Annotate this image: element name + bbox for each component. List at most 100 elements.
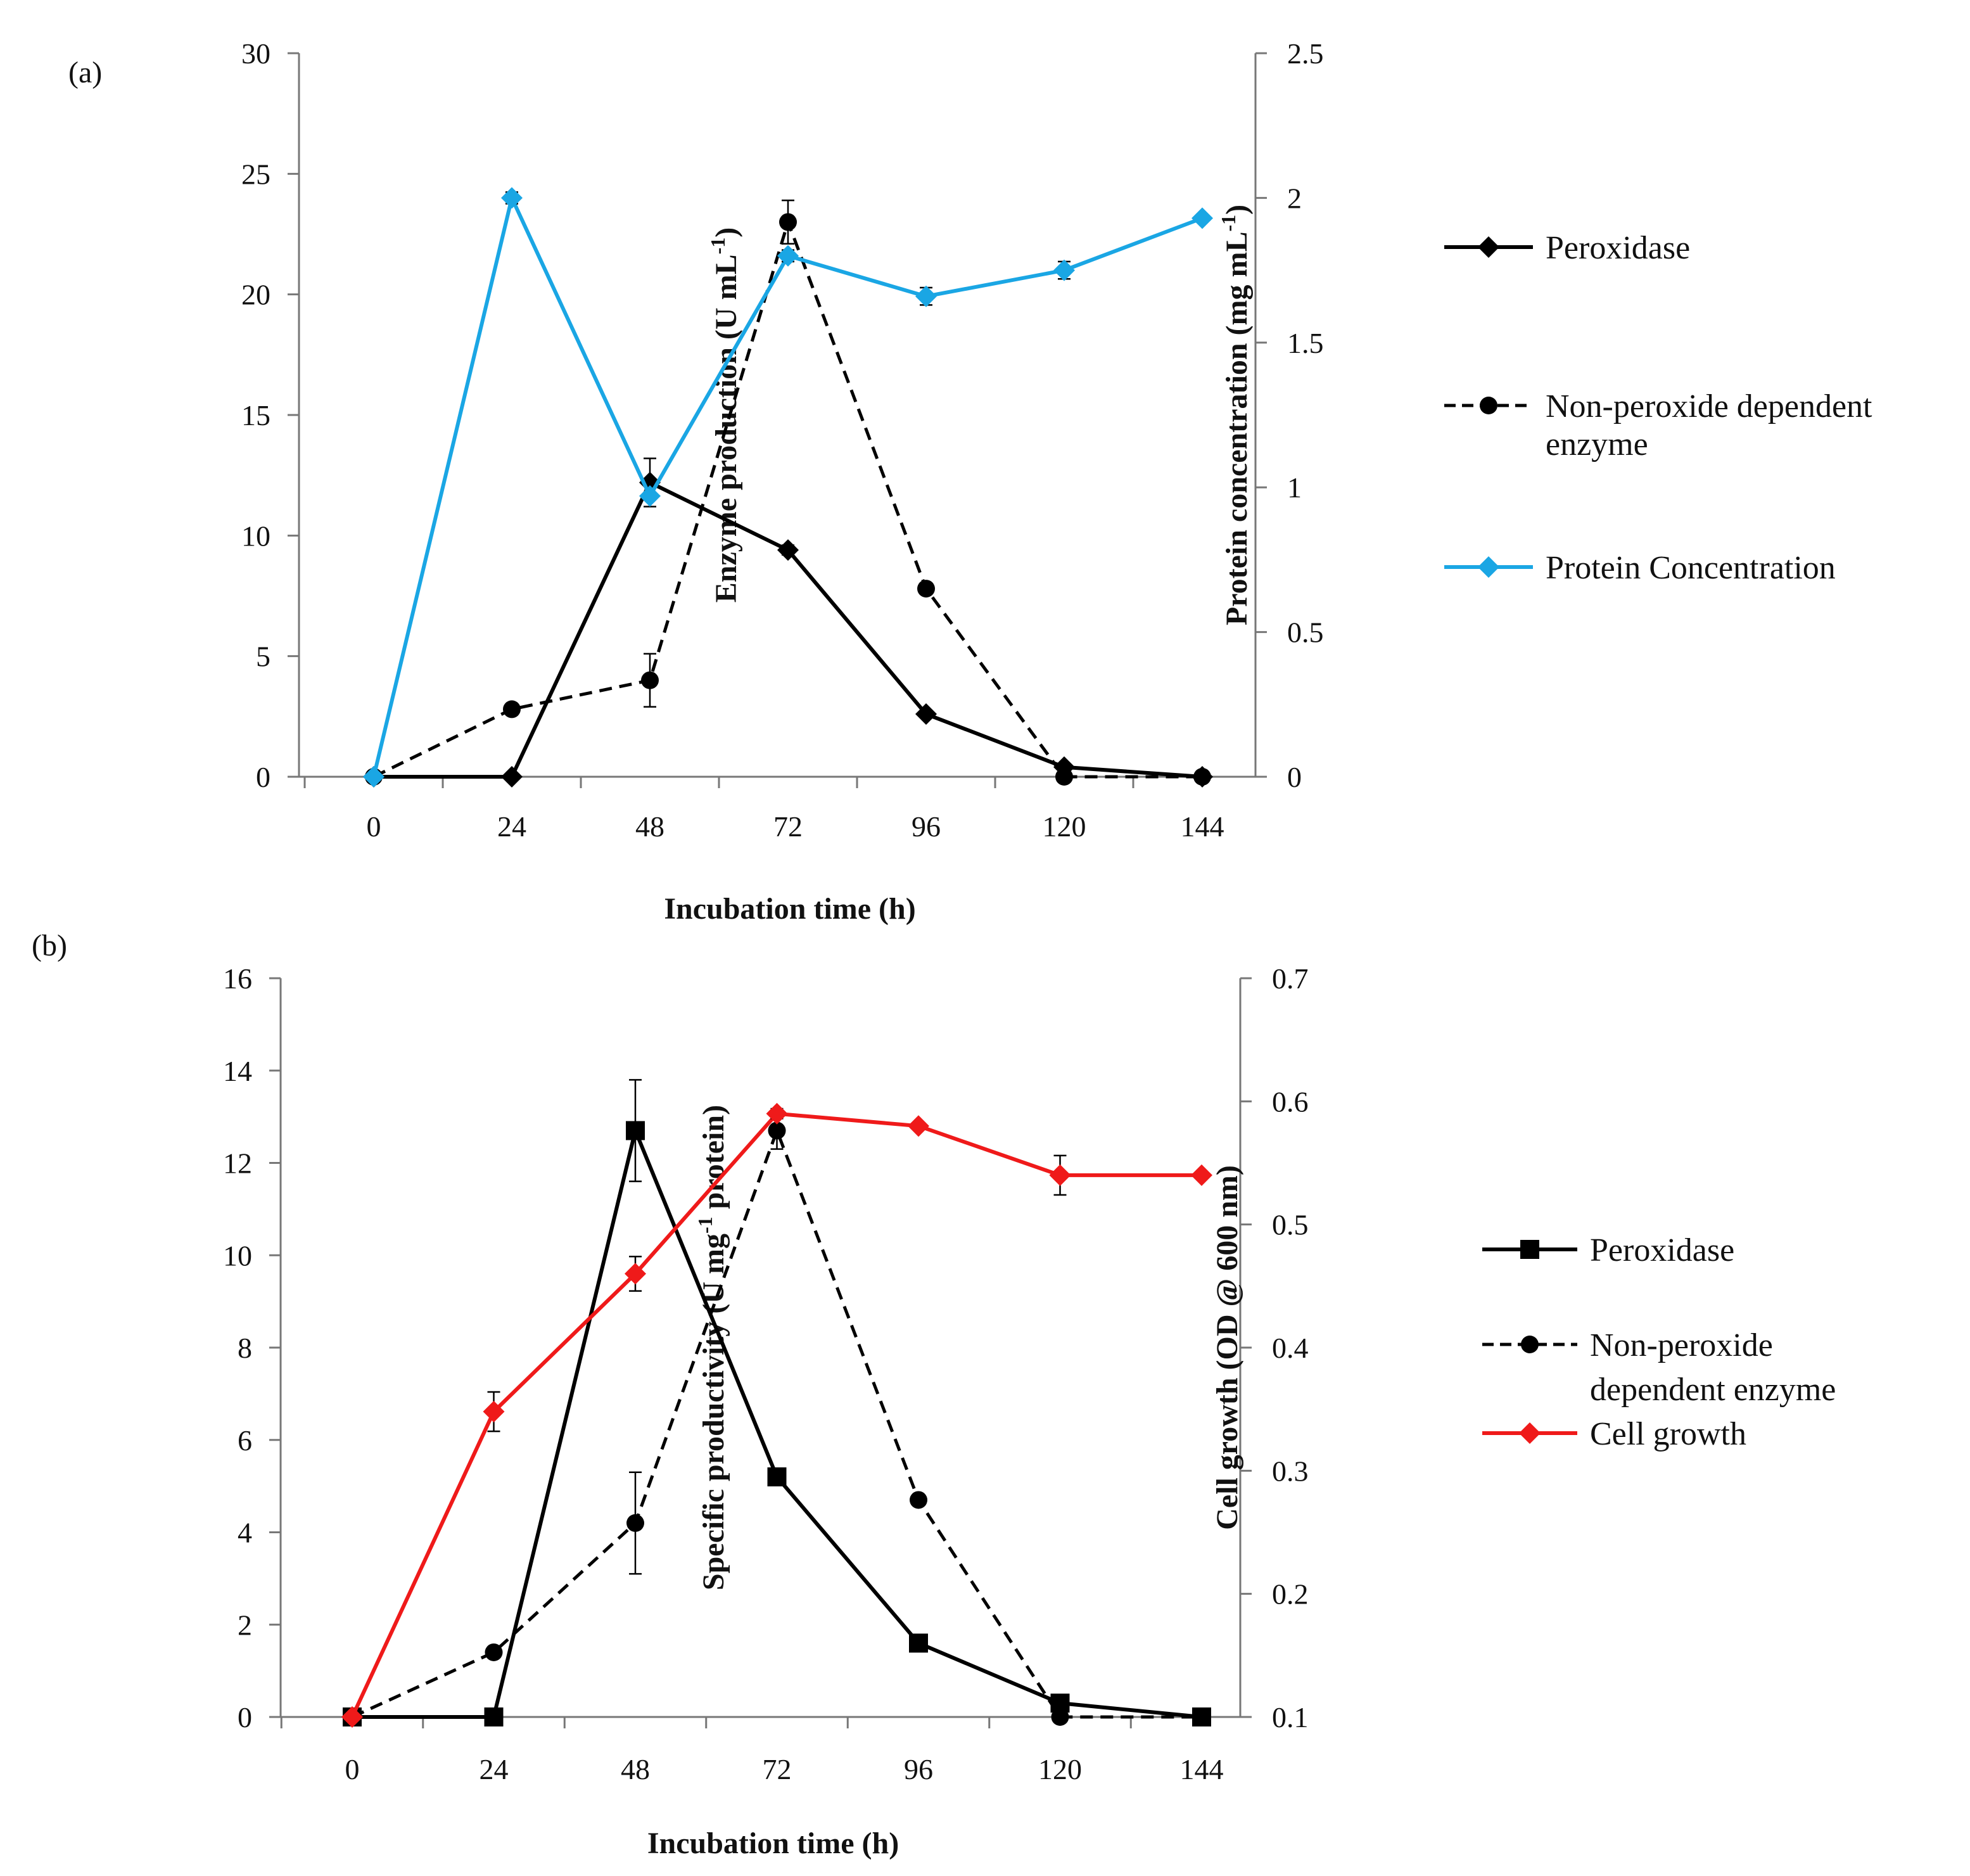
legend-entry-protein-concentration: Protein Concentration: [1444, 550, 1836, 586]
right-y-axis-title: Cell growth (OD @ 600 nm): [1211, 1165, 1244, 1530]
panel-label: (a): [68, 56, 102, 89]
x-tick-label: 24: [497, 810, 526, 843]
data-point-peroxidase: [501, 766, 523, 788]
data-point-non-peroxide-dependent-enzyme: [910, 1491, 927, 1509]
right-y-axis-title-superscript: -1: [1217, 215, 1240, 232]
data-point-peroxidase: [909, 1633, 928, 1653]
data-point-protein-concentration: [639, 485, 661, 507]
series-line-non-peroxide-dependent-enzyme: [351, 1128, 1202, 1719]
data-point-peroxidase: [915, 703, 937, 725]
x-tick-label: 72: [773, 810, 803, 843]
data-point-cell-growth: [341, 1706, 363, 1728]
left-y-tick-label: 4: [238, 1517, 252, 1549]
series-line-protein-concentration: [372, 196, 1204, 777]
data-point-peroxidase: [777, 539, 799, 561]
left-y-tick-label: 15: [241, 399, 270, 431]
x-tick-label: 72: [763, 1753, 792, 1785]
data-point-cell-growth: [483, 1401, 505, 1423]
x-tick-label: 144: [1180, 1753, 1224, 1785]
data-point-cell-growth: [1191, 1164, 1212, 1186]
data-point-protein-concentration: [501, 187, 523, 209]
right-y-tick-label: 1.5: [1287, 327, 1324, 359]
legend-entry-non-peroxide-dependent-enzyme: Non-peroxide dependent enzyme: [1482, 1327, 1836, 1408]
left-y-tick-label: 0: [256, 761, 270, 793]
x-axis-title: Incubation time (h): [664, 892, 915, 926]
data-point-peroxidase: [484, 1707, 504, 1726]
legend-swatch-marker: [1520, 1240, 1539, 1259]
left-y-tick-label: 2: [238, 1609, 252, 1641]
right-y-tick-label: 0.6: [1272, 1085, 1309, 1118]
data-point-non-peroxide-dependent-enzyme: [1193, 1708, 1211, 1726]
legend-label: Protein Concentration: [1546, 550, 1836, 586]
right-y-axis-title-text: Cell growth (OD @ 600 nm): [1211, 1165, 1244, 1530]
x-tick-label: 96: [912, 810, 941, 843]
data-point-non-peroxide-dependent-enzyme: [1055, 768, 1073, 786]
legend-swatch-marker: [1521, 1336, 1539, 1353]
series-line-cell-growth: [350, 1111, 1202, 1718]
left-y-tick-label: 25: [241, 158, 270, 190]
series-line-peroxidase: [374, 480, 1203, 779]
legend-label: Peroxidase: [1546, 230, 1690, 266]
data-point-peroxidase: [767, 1467, 787, 1487]
legend-swatch-marker: [1478, 236, 1499, 258]
left-y-tick-label: 10: [223, 1239, 252, 1272]
data-point-non-peroxide-dependent-enzyme: [779, 213, 797, 231]
right-y-tick-label: 0.5: [1272, 1209, 1309, 1241]
data-point-protein-concentration: [777, 245, 799, 267]
legend-swatch-marker: [1478, 556, 1499, 578]
left-y-tick-label: 0: [238, 1701, 252, 1733]
legend-label: dependent enzyme: [1590, 1372, 1836, 1408]
data-point-non-peroxide-dependent-enzyme: [626, 1514, 644, 1532]
legend-label: Cell growth: [1590, 1416, 1746, 1452]
x-tick-label: 0: [345, 1753, 360, 1785]
left-y-axis-title-superscript: -1: [694, 1216, 716, 1234]
x-tick-label: 48: [621, 1753, 650, 1785]
right-y-tick-label: 0.7: [1272, 962, 1309, 995]
right-y-axis-title-text: Protein concentration (mg mL: [1220, 231, 1254, 625]
x-tick-label: 144: [1181, 810, 1224, 843]
data-point-non-peroxide-dependent-enzyme: [641, 671, 659, 689]
legend-label: Non-peroxide: [1590, 1327, 1773, 1363]
x-tick-label: 96: [904, 1753, 933, 1785]
left-y-axis-title-text-end: ): [709, 227, 743, 238]
series-non-peroxide-dependent-enzyme: [365, 199, 1211, 786]
right-y-tick-label: 2: [1287, 182, 1302, 214]
left-y-tick-label: 10: [241, 520, 270, 552]
legend-entry-peroxidase: Peroxidase: [1482, 1232, 1734, 1268]
left-y-tick-label: 8: [238, 1332, 252, 1364]
x-tick-label: 24: [480, 1753, 509, 1785]
legend-entry-cell-growth: Cell growth: [1482, 1416, 1746, 1452]
x-tick-label: 0: [367, 810, 381, 843]
data-point-non-peroxide-dependent-enzyme: [1193, 768, 1211, 786]
legend-label: Peroxidase: [1590, 1232, 1734, 1268]
x-axis-title: Incubation time (h): [647, 1827, 899, 1860]
right-y-tick-label: 1: [1287, 471, 1302, 504]
x-tick-label: 120: [1038, 1753, 1082, 1785]
right-y-tick-label: 0: [1287, 761, 1302, 793]
data-point-cell-growth: [625, 1263, 646, 1285]
legend-entry-peroxidase: Peroxidase: [1444, 230, 1690, 266]
left-y-tick-label: 12: [223, 1147, 252, 1180]
legend-swatch-marker: [1519, 1422, 1541, 1444]
series-line-non-peroxide-dependent-enzyme: [372, 220, 1202, 779]
series-line-peroxidase: [352, 1128, 1202, 1719]
data-point-non-peroxide-dependent-enzyme: [768, 1121, 786, 1140]
x-tick-label: 48: [635, 810, 664, 843]
data-point-non-peroxide-dependent-enzyme: [917, 580, 935, 598]
x-tick-label: 120: [1043, 810, 1086, 843]
legend-label: enzyme: [1546, 426, 1648, 463]
left-y-axis-title-text: Specific productivity (U mg: [697, 1234, 730, 1590]
data-point-cell-growth: [766, 1102, 788, 1125]
right-y-tick-label: 0.4: [1272, 1332, 1309, 1364]
right-y-tick-label: 2.5: [1287, 37, 1324, 70]
left-y-tick-label: 14: [223, 1055, 252, 1087]
right-y-tick-label: 0.1: [1272, 1701, 1309, 1733]
left-y-tick-label: 5: [256, 641, 270, 673]
legend-label: Non-peroxide dependent: [1546, 388, 1872, 424]
left-y-axis-title-superscript: -1: [706, 238, 729, 255]
series-cell-growth: [341, 1102, 1212, 1728]
left-y-tick-label: 6: [238, 1424, 252, 1457]
data-point-non-peroxide-dependent-enzyme: [1051, 1708, 1069, 1726]
